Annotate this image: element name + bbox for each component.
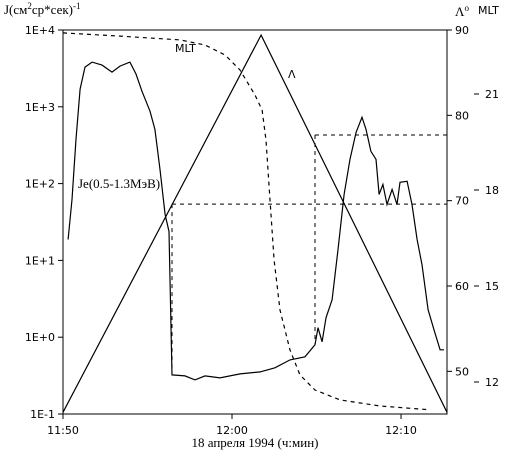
y2-tick-label: 50 xyxy=(455,365,469,378)
x-tick-label: 11:50 xyxy=(47,424,79,437)
series-label: Λ xyxy=(288,68,296,81)
y3-tick-label: 15 xyxy=(485,280,499,293)
y-axis-label: J(см2ср*сек)-1 xyxy=(4,1,81,17)
plot-frame xyxy=(62,29,448,415)
y2-tick-label: 90 xyxy=(455,24,469,37)
series-label: MLT xyxy=(175,42,196,55)
y2-tick-label: 60 xyxy=(455,280,469,293)
x-axis-label: 18 апреля 1994 (ч:мин) xyxy=(192,435,319,450)
y2-axis-label: Λo xyxy=(455,3,469,19)
series-line xyxy=(67,61,444,381)
series-line xyxy=(62,33,448,413)
y2-tick-label: 70 xyxy=(455,195,469,208)
y-tick-label: 1E+2 xyxy=(25,178,55,191)
x-tick-label: 12:10 xyxy=(385,424,417,437)
series-line xyxy=(62,32,431,411)
x-tick-label: 12:00 xyxy=(216,424,248,437)
y3-axis-label: MLT xyxy=(478,4,499,17)
y2-tick-label: 80 xyxy=(455,109,469,122)
y-tick-label: 1E-1 xyxy=(30,408,55,421)
y3-tick-label: 18 xyxy=(485,184,499,197)
y3-tick-label: 21 xyxy=(485,88,499,101)
y-tick-label: 1E+0 xyxy=(25,331,55,344)
series-label: Je(0.5-1.3MэВ) xyxy=(78,176,160,191)
y-tick-label: 1E+1 xyxy=(25,254,55,267)
y-tick-label: 1E+3 xyxy=(25,101,55,114)
y3-tick-label: 12 xyxy=(485,376,499,389)
y-tick-label: 1E+4 xyxy=(25,24,55,37)
